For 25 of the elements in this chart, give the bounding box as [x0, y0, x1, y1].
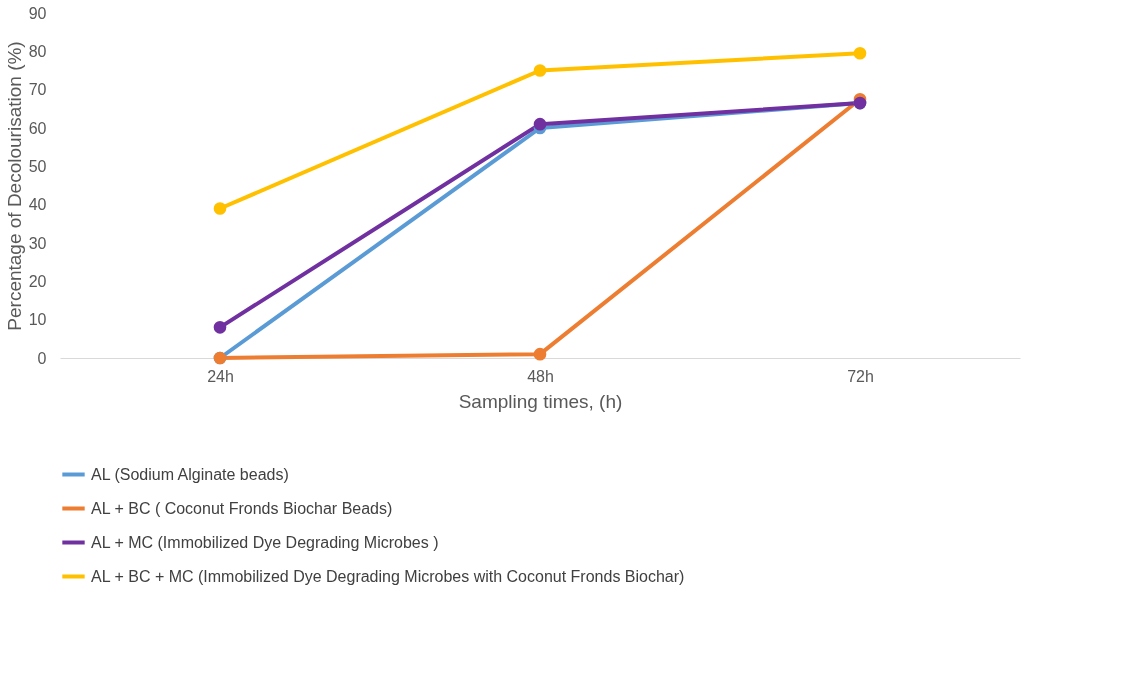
x-tick-label: 72h	[847, 367, 874, 385]
y-tick-label: 50	[28, 157, 47, 175]
point	[213, 202, 227, 215]
y-tick-label: 60	[28, 119, 47, 137]
legend-label: AL (Sodium Alginate beads)	[91, 465, 289, 483]
point	[533, 64, 547, 77]
x-tick-label: 48h	[527, 367, 554, 385]
y-tick-label: 90	[28, 4, 47, 22]
y-tick-label: 10	[28, 311, 47, 329]
y-axis-title: Percentage of Decolourisation (%)	[3, 41, 25, 331]
point	[213, 321, 227, 334]
point	[533, 117, 547, 131]
y-tick-label: 70	[28, 81, 47, 99]
y-tick-label: 30	[28, 234, 47, 252]
point	[853, 46, 867, 60]
legend-label: AL + BC + MC (Immobilized Dye Degrading Microbes with Coconut Fronds Biochar)	[91, 567, 685, 585]
y-tick-label: 80	[28, 42, 47, 60]
point	[533, 347, 547, 361]
y-tick-label: 40	[28, 196, 47, 214]
y-tick-label: 20	[28, 272, 47, 290]
y-tick-label: 0	[37, 349, 47, 367]
legend-label: AL + MC (Immobilized Dye Degrading Microbes )	[91, 533, 439, 551]
x-axis-title: Sampling times, (h)	[458, 390, 623, 412]
x-tick-label: 24h	[207, 367, 234, 385]
legend-label: AL + BC ( Coconut Fronds Biochar Beads)	[91, 499, 393, 517]
